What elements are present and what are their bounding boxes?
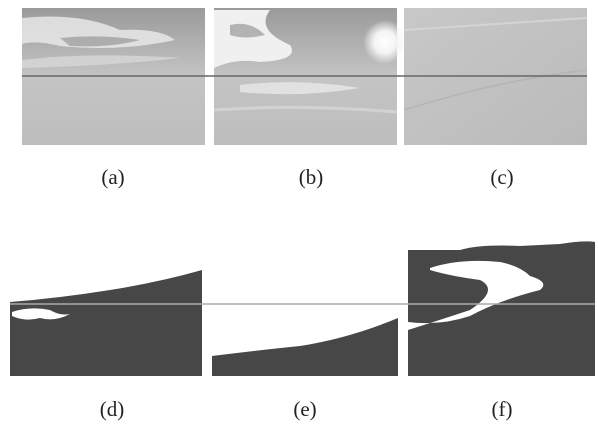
panel-label: (a): [101, 165, 124, 189]
panel-label: (d): [100, 397, 125, 421]
image-f: [408, 241, 595, 376]
image-d: [10, 270, 202, 376]
panel-label: (e): [293, 397, 316, 421]
panel-label: (b): [299, 165, 324, 189]
image-e: [212, 318, 398, 376]
panel-label: (f): [492, 397, 513, 421]
panel-label: (c): [490, 165, 513, 189]
